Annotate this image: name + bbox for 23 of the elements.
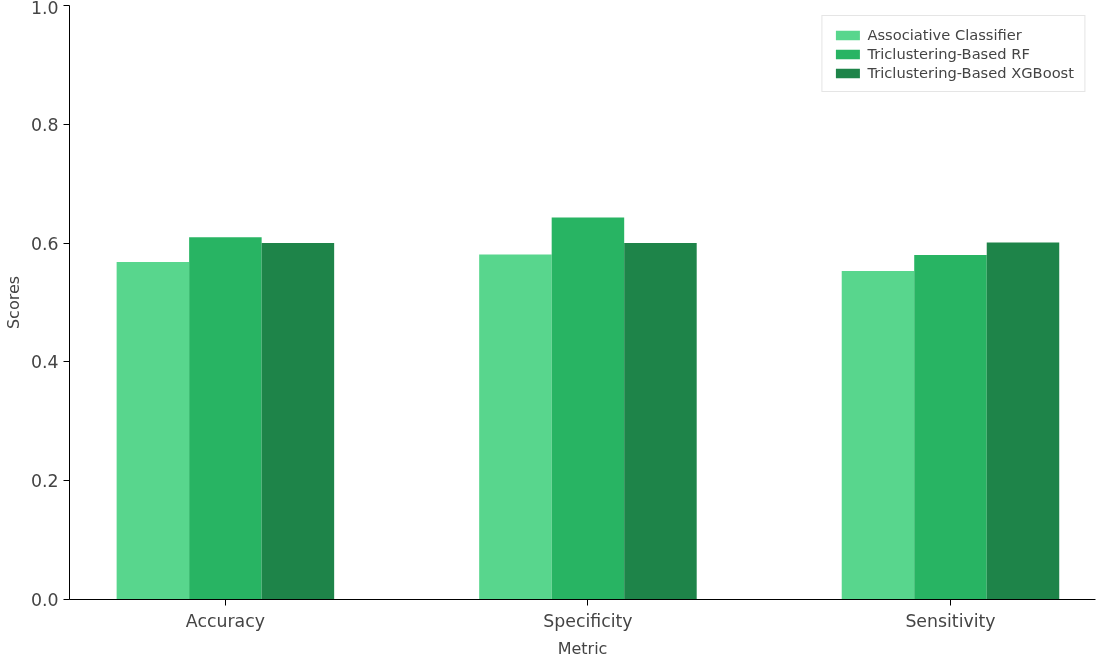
- legend-label: Triclustering-Based RF: [867, 45, 1030, 62]
- bar: [914, 254, 987, 600]
- x-tick-label: Accuracy: [185, 610, 265, 631]
- bar: [624, 243, 697, 600]
- y-tick-label: 0.0: [30, 590, 59, 610]
- y-tick-label: 1.0: [30, 0, 59, 18]
- bar: [551, 217, 625, 600]
- y-axis-title: Scores: [3, 275, 23, 330]
- bar: [189, 237, 262, 600]
- legend-label: Triclustering-Based XGBoost: [867, 64, 1074, 81]
- bar: [986, 242, 1060, 600]
- y-tick-label: 0.6: [30, 233, 59, 254]
- bar: [116, 262, 190, 600]
- legend-label: Associative Classifier: [867, 26, 1022, 43]
- bar: [841, 271, 915, 600]
- x-tick-label: Sensitivity: [905, 610, 996, 631]
- y-tick-label: 0.2: [30, 471, 59, 492]
- x-axis-title: Metric: [557, 638, 608, 658]
- bar: [261, 243, 335, 600]
- x-tick-label: Specificity: [543, 610, 633, 631]
- y-tick-label: 0.8: [30, 114, 59, 135]
- bar: [479, 254, 552, 600]
- y-tick-label: 0.4: [30, 352, 59, 373]
